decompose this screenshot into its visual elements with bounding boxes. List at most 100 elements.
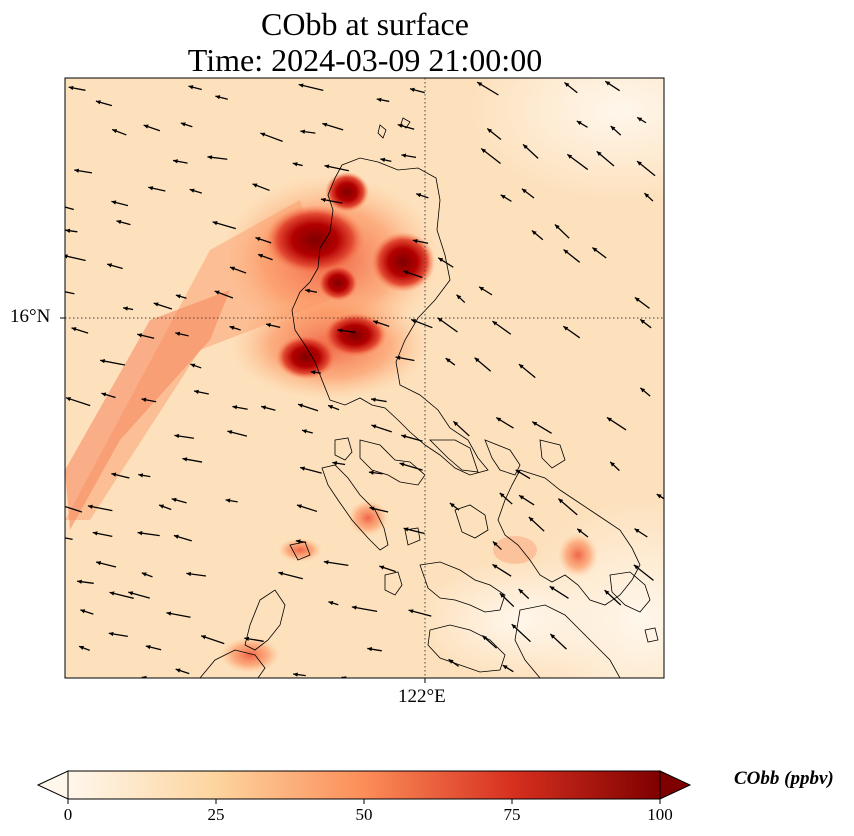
wind-vector-head	[252, 183, 258, 188]
wind-vector-head	[416, 193, 422, 198]
wind-vector-head	[71, 327, 77, 332]
wind-vector-head	[437, 317, 443, 323]
wind-vector-head	[644, 193, 650, 198]
wind-vector-head	[65, 228, 71, 233]
wind-vector-head	[265, 322, 271, 328]
wind-vector-head	[74, 168, 80, 173]
wind-vector-head	[411, 319, 417, 324]
wind-vector-head	[369, 506, 375, 511]
wind-vector-head	[499, 492, 505, 498]
wind-vector-head	[174, 433, 180, 439]
wind-vector-head	[399, 462, 405, 467]
hotspot-minor	[493, 536, 537, 564]
wind-vector-head	[564, 82, 570, 87]
wind-vector-head	[395, 355, 401, 360]
wind-vector-head	[492, 541, 498, 547]
wind-vector-head	[515, 469, 521, 475]
wind-vector-head	[212, 221, 218, 226]
wind-vector	[65, 537, 73, 541]
wind-vector-head	[456, 294, 462, 300]
wind-vector-head	[532, 421, 538, 426]
wind-vector-head	[101, 392, 107, 397]
wind-vector-head	[519, 495, 525, 500]
wind-vector-head	[207, 155, 213, 160]
wind-vector	[65, 291, 75, 295]
wind-vector-head	[521, 188, 527, 194]
map-panel	[54, 78, 664, 685]
wind-vector-head	[482, 635, 488, 641]
wind-vector	[213, 680, 229, 685]
wind-vector-head	[123, 306, 128, 311]
wind-vector-head	[59, 677, 64, 681]
wind-vector-head	[244, 636, 250, 641]
wind-vector-head	[296, 504, 302, 509]
wind-vector-head	[337, 328, 343, 333]
wind-vector-head	[141, 675, 147, 678]
wind-vector-head	[175, 668, 181, 673]
hotspot-minor	[220, 637, 280, 673]
wind-vector-head	[474, 357, 480, 363]
wind-vector-head	[371, 424, 377, 429]
wind-vector-head	[492, 564, 498, 569]
hotspot-minor	[348, 500, 388, 536]
wind-vector-head	[255, 236, 261, 242]
wind-vector-head	[500, 194, 506, 200]
low-concentration-area	[420, 560, 620, 678]
wind-vector-head	[225, 498, 231, 503]
wind-vector-head	[153, 302, 159, 307]
hotspot-max	[318, 265, 358, 301]
wind-vector-head	[328, 601, 334, 606]
wind-vector-head	[175, 294, 181, 299]
wind-vector-head	[141, 572, 147, 577]
wind-vector-head	[137, 333, 143, 338]
wind-vector	[259, 680, 271, 683]
colorbar-tick-label: 50	[355, 805, 373, 824]
wind-vector-head	[79, 645, 85, 650]
wind-vector-head	[173, 159, 178, 164]
wind-vector-head	[634, 297, 640, 302]
wind-vector-head	[576, 120, 582, 126]
wind-vector-head	[558, 498, 564, 504]
wind-vector-head	[141, 397, 147, 402]
wind-vector-head	[300, 466, 306, 471]
wind-vector-head	[229, 325, 235, 330]
wind-vector-head	[610, 125, 616, 131]
wind-vector-head	[368, 470, 374, 475]
wind-vector-head	[214, 290, 220, 295]
wind-vector-head	[300, 129, 306, 134]
wind-vector-head	[449, 502, 455, 508]
wind-vector-head	[201, 635, 207, 640]
wind-vector-head	[305, 288, 311, 294]
wind-vector-head	[376, 97, 382, 102]
hotspot-max	[276, 335, 336, 379]
wind-vector-head	[54, 203, 59, 207]
wind-vector-head	[371, 397, 376, 402]
wind-vector-head	[549, 586, 555, 591]
wind-vector-head	[487, 128, 493, 134]
wind-vector-head	[554, 224, 560, 230]
colorbar-tick-label: 0	[63, 805, 73, 824]
wind-vector-head	[351, 605, 357, 610]
wind-vector-head	[401, 153, 407, 158]
wind-vector-head	[403, 527, 409, 532]
wind-vector-head	[109, 591, 115, 596]
wind-vector-head	[605, 81, 611, 86]
wind-vector-head	[633, 564, 639, 570]
wind-vector-head	[637, 161, 642, 166]
wind-vector-head	[324, 164, 330, 169]
wind-vectors	[54, 80, 664, 685]
wind-vector-head	[194, 389, 199, 395]
wind-vector-head	[634, 528, 640, 533]
coastline	[199, 117, 659, 678]
wind-vector	[65, 505, 83, 513]
wind-vector-head	[175, 331, 181, 336]
wind-vector	[65, 206, 74, 211]
wind-vector-head	[111, 472, 117, 477]
wind-vector-head	[68, 85, 74, 91]
wind-vector-head	[320, 197, 326, 203]
wind-vector-head	[637, 117, 643, 122]
wind-vector-head	[182, 457, 188, 462]
wind-vector-head	[408, 609, 414, 614]
wind-vector-head	[278, 571, 284, 576]
wind-vector-head	[189, 188, 195, 193]
